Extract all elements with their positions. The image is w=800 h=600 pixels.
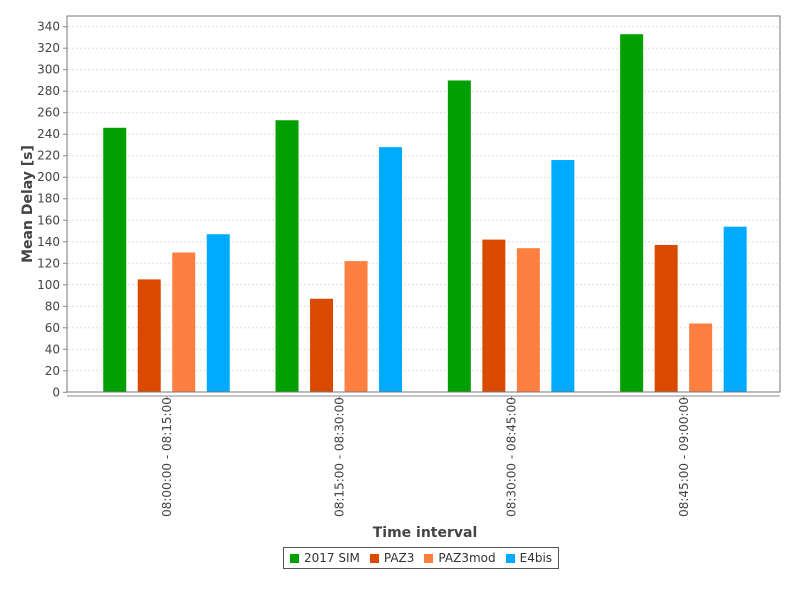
legend-label: PAZ3	[383, 551, 415, 565]
y-tick-label: 120	[37, 256, 60, 270]
y-tick-label: 80	[45, 299, 60, 313]
bar-paz3mod	[172, 252, 196, 393]
legend-label: 2017 SIM	[304, 551, 360, 565]
bar-e4bis	[379, 147, 403, 393]
x-axis: 08:00:00 - 08:15:00 08:15:00 - 08:30:00 08…	[67, 395, 780, 517]
bar-paz3mod	[516, 248, 540, 393]
y-tick-label: 20	[45, 364, 60, 378]
y-tick-label: 160	[37, 213, 60, 227]
x-tick-label: 08:45:00 - 09:00:00	[677, 397, 691, 517]
legend-swatch	[290, 553, 299, 563]
y-tick-label: 180	[37, 192, 60, 206]
bar-e4bis	[206, 234, 230, 393]
y-axis-title: Mean Delay [s]	[20, 145, 36, 263]
x-tick-label: 08:00:00 - 08:15:00	[160, 397, 174, 517]
y-tick-label: 200	[37, 170, 60, 184]
bar-e4bis	[551, 160, 575, 393]
bar-2017-sim	[620, 34, 644, 393]
y-tick-label: 0	[52, 385, 60, 399]
y-tick-label: 340	[37, 20, 60, 34]
y-axis: 0 20 40 60 80 100 120 140 160 180 200 220 240 260 280 3…	[37, 20, 67, 399]
bar-paz3mod	[344, 261, 368, 393]
legend-label: E4bis	[519, 551, 553, 565]
legend: 2017 SIM PAZ3 PAZ3mod E4bis	[283, 547, 560, 569]
bar-2017-sim	[447, 80, 471, 393]
bar-paz3mod	[689, 323, 713, 393]
bar-2017-sim	[275, 120, 299, 393]
x-tick-label: 08:15:00 - 08:30:00	[332, 397, 346, 517]
y-tick-label: 100	[37, 278, 60, 292]
legend-swatch	[369, 553, 379, 563]
bar-2017-sim	[103, 127, 127, 393]
x-axis-title: Time interval	[373, 525, 478, 541]
bar-paz3	[482, 239, 506, 393]
y-tick-label: 220	[37, 149, 60, 163]
y-tick-label: 320	[37, 41, 60, 55]
legend-swatch	[505, 553, 515, 563]
legend-item: PAZ3mod	[424, 551, 496, 565]
y-tick-label: 260	[37, 106, 60, 120]
x-tick-label: 08:30:00 - 08:45:00	[505, 397, 519, 517]
y-tick-label: 140	[37, 235, 60, 249]
legend-swatch	[424, 553, 434, 563]
bar-paz3	[654, 244, 678, 393]
legend-item: 2017 SIM	[290, 551, 360, 565]
bar-e4bis	[723, 226, 747, 393]
y-tick-label: 280	[37, 84, 60, 98]
plot-border	[66, 15, 781, 393]
legend-item: PAZ3	[369, 551, 415, 565]
bars	[103, 34, 747, 393]
legend-label: PAZ3mod	[438, 551, 496, 565]
y-tick-label: 300	[37, 63, 60, 77]
legend-item: E4bis	[505, 551, 553, 565]
bar-paz3	[137, 279, 161, 393]
y-tick-label: 240	[37, 127, 60, 141]
y-tick-label: 60	[45, 321, 60, 335]
y-tick-label: 40	[45, 342, 60, 356]
bar-paz3	[310, 298, 334, 393]
